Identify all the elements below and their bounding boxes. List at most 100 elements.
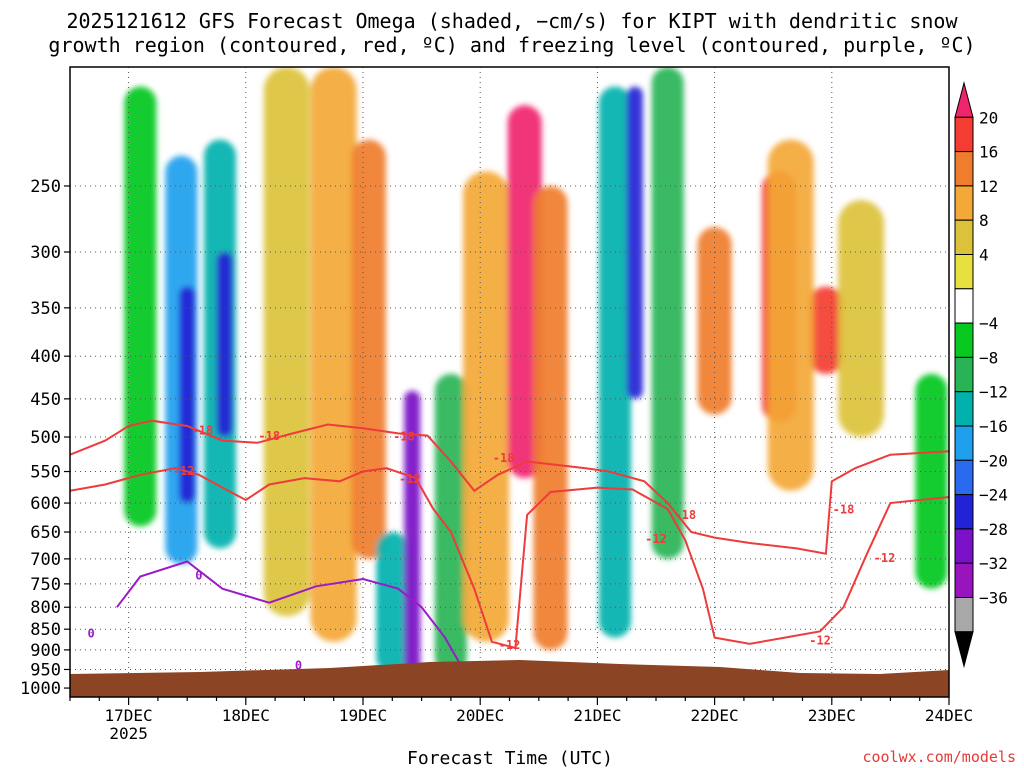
contour-label-1-4: -12 [809,633,831,647]
contour-label-1-3: -12 [645,532,667,546]
contour-label-1-5: -12 [874,551,896,565]
contour-label-0-2: -18 [393,430,415,444]
contour-label-0-0: -18 [192,424,214,438]
omega-cell-17 [697,227,732,415]
colorbar-label-8: −16 [979,417,1008,436]
y-tick-label-300: 300 [30,243,61,263]
colorbar-label-3: 8 [979,211,989,230]
terrain [70,660,949,697]
colorbar-label-0: 20 [979,108,998,127]
contour-label-0-5: -18 [833,502,855,516]
x-tick-label-17DEC: 17DEC [105,706,153,725]
omega-cell-20 [767,139,814,491]
omega-cell-11 [463,171,510,642]
colorbar-swatch-5 [954,254,974,290]
contour-line-2 [116,560,470,680]
colorbar-label-7: −12 [979,383,1008,402]
colorbar-swatch-bottom [954,631,974,669]
contour-label-0-3: -18 [493,451,515,465]
x-tick-label-21DEC: 21DEC [573,706,621,725]
contour-label-2-0: 0 [195,569,202,583]
y-tick-label-450: 450 [30,390,61,410]
omega-cell-14 [598,86,631,638]
chart-title-line2: growth region (contoured, red, ºC) and f… [48,33,975,57]
colorbar-label-13: −36 [979,589,1008,608]
chart-title-line1: 2025121612 GFS Forecast Omega (shaded, −… [66,9,958,33]
x-axis-label: Forecast Time (UTC) [407,748,613,768]
colorbar-label-11: −28 [979,520,1008,539]
contours: -18 -18 -18 -18 -18 -18 -12 -12 -12 -12 -12 -12 0 0 0 [70,419,949,680]
colorbar-swatch-1 [954,116,974,153]
colorbar-label-1: 16 [979,143,998,162]
colorbar-label-5: −4 [979,314,998,333]
y-tick-label-800: 800 [30,598,61,618]
colorbar-swatch-14 [954,562,974,599]
plot-area: -18 -18 -18 -18 -18 -18 -12 -12 -12 -12 -12 -12 0 0 0 [70,67,949,697]
y-tick-label-400: 400 [30,347,61,367]
omega-cell-10 [434,373,467,674]
colorbar-swatch-8 [954,356,974,393]
contour-label-1-2: -12 [499,638,521,652]
omega-cell-7 [351,139,386,559]
contour-label-1-1: -12 [399,472,421,486]
omega-cell-3 [216,252,233,438]
contour-line-0 [70,419,949,555]
colorbar-swatch-top [954,81,974,118]
colorbar-swatch-12 [954,494,974,530]
omega-cell-15 [626,86,643,399]
colorbar-swatch-15 [954,597,974,633]
omega-cell-19 [808,286,843,374]
y-tick-label-350: 350 [30,299,61,319]
grid-lines [70,67,949,697]
colorbar-label-12: −32 [979,554,1008,573]
contour-label-2-1: 0 [87,627,94,641]
x-tick-label-24DEC: 24DEC [925,706,973,725]
y-tick-label-750: 750 [30,575,61,595]
y-tick-label-700: 700 [30,550,61,570]
colorbar-swatch-3 [954,185,974,221]
y-tick-label-250: 250 [30,177,61,197]
omega-shading [124,67,948,674]
contour-label-1-0: -12 [173,464,195,478]
x-tick-sublabel-17DEC: 2025 [109,724,148,743]
colorbar-swatch-2 [954,151,974,187]
colorbar-swatch-7 [954,322,974,358]
omega-cell-16 [651,67,684,559]
colorbar-swatch-10 [954,425,974,461]
omega-cell-5 [263,67,310,617]
omega-cell-1 [179,286,196,504]
omega-cell-8 [376,532,409,674]
y-tick-label-650: 650 [30,523,61,543]
colorbar-label-10: −24 [979,486,1008,505]
omega-cell-4 [124,86,157,527]
y-tick-label-950: 950 [30,660,61,680]
y-tick-label-900: 900 [30,641,61,661]
contour-label-0-4: -18 [674,508,696,522]
colorbar-label-9: −20 [979,451,1008,470]
omega-cell-21 [838,200,885,438]
omega-cell-6 [310,67,357,642]
y-tick-label-1000: 1000 [20,679,61,699]
y-tick-label-850: 850 [30,620,61,640]
omega-cell-22 [915,373,948,589]
omega-cell-12 [507,105,542,479]
y-tick-label-550: 550 [30,463,61,483]
contour-label-2-2: 0 [295,658,302,672]
colorbar-label-4: 4 [979,246,989,265]
y-axis: 2503003504004505005506006507007508008509… [20,177,70,699]
y-tick-label-500: 500 [30,428,61,448]
colorbar-label-6: −8 [979,348,998,367]
x-tick-label-23DEC: 23DEC [808,706,856,725]
x-tick-label-22DEC: 22DEC [691,706,739,725]
colorbar-swatch-6 [954,288,974,324]
colorbar-swatch-4 [954,219,974,255]
contour-line-1 [70,467,949,650]
y-tick-label-600: 600 [30,494,61,514]
x-tick-label-19DEC: 19DEC [339,706,387,725]
colorbar-swatch-11 [954,459,974,496]
omega-cell-13 [533,185,568,650]
watermark: coolwx.com/models [862,748,1016,766]
colorbar-swatch-9 [954,391,974,427]
